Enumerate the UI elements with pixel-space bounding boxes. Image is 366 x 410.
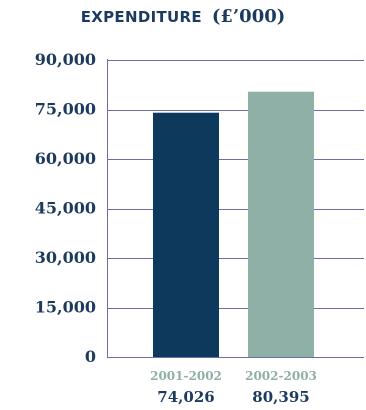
y-tick-label-3: 45,000 xyxy=(35,199,96,218)
chart-title-text: EXPENDITURE xyxy=(81,8,202,26)
x-category-labels: 2001-2002 2002-2003 xyxy=(150,369,317,383)
bar-2001-2002 xyxy=(153,112,219,357)
y-tick-labels: 0 15,000 30,000 45,000 60,000 75,000 90,000 xyxy=(35,50,96,366)
y-tick-label-6: 90,000 xyxy=(35,50,96,69)
gridlines xyxy=(107,60,364,358)
y-tick-label-4: 60,000 xyxy=(35,149,96,168)
y-tick-label-1: 15,000 xyxy=(35,298,96,317)
bars xyxy=(153,91,314,357)
y-tick-label-5: 75,000 xyxy=(35,100,96,119)
chart-title: EXPENDITURE (£’000) xyxy=(81,6,286,27)
chart-title-unit: (£’000) xyxy=(212,6,285,27)
bar-value-label-1: 80,395 xyxy=(252,388,309,406)
bar-2002-2003 xyxy=(248,91,314,357)
bar-value-labels: 74,026 80,395 xyxy=(157,388,309,406)
x-category-label-1: 2002-2003 xyxy=(245,369,317,383)
y-tick-label-2: 30,000 xyxy=(35,248,96,267)
bar-value-label-0: 74,026 xyxy=(157,388,214,406)
x-category-label-0: 2001-2002 xyxy=(150,369,222,383)
y-tick-label-0: 0 xyxy=(85,347,96,366)
